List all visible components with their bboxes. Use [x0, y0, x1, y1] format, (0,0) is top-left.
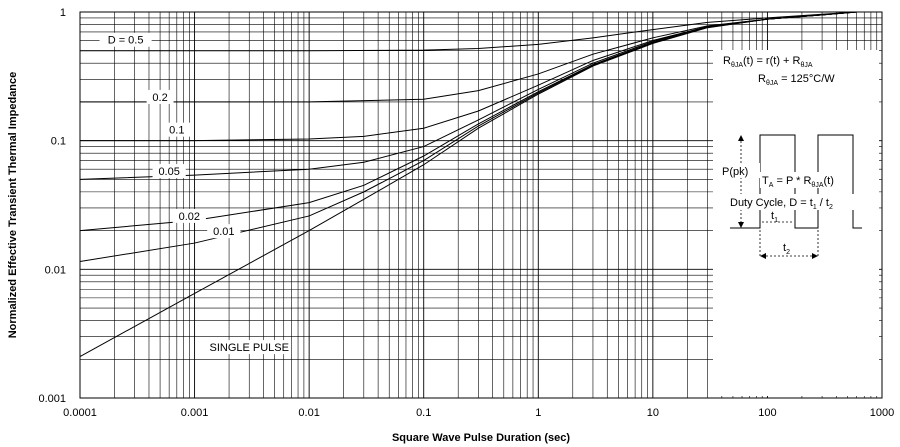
eq-rtheta-formula: RθJA(t) = r(t) + RθJA — [723, 55, 813, 69]
x-tick-label: 0.01 — [298, 407, 319, 419]
duty-label-bg — [728, 194, 860, 210]
y-tick-label: 1 — [60, 7, 66, 19]
x-tick-label: 100 — [758, 407, 776, 419]
ta-formula: TA = P * RθJA(t) — [762, 175, 834, 189]
ppk-label: P(pk) — [722, 166, 748, 178]
annotation-background — [713, 50, 879, 396]
curve-label: 0.02 — [179, 211, 200, 223]
t1-label: t1 — [771, 210, 778, 224]
eq-rtheta-value: RθJA = 125°C/W — [758, 73, 835, 87]
duty-cycle-formula: Duty Cycle, D = t1 / t2 — [730, 197, 833, 211]
curve-label-bg — [207, 224, 241, 239]
annotation-box: RθJA(t) = r(t) + RθJA RθJA = 125°C/W P(p… — [713, 50, 879, 396]
t2-label: t2 — [783, 242, 790, 256]
x-tick-label: 10 — [647, 407, 659, 419]
x-axis-title: Square Wave Pulse Duration (sec) — [392, 432, 570, 444]
ppk-arrow-head-top — [738, 135, 744, 141]
ta-label-bg — [760, 172, 850, 188]
curve-label: 0.05 — [158, 166, 179, 178]
curve-single-pulse — [79, 11, 857, 357]
curve-label: 0.01 — [213, 226, 234, 238]
curves — [79, 11, 857, 357]
curve-label-bg — [99, 32, 152, 47]
curve-label-bg — [172, 208, 206, 223]
t2-arrow-right — [812, 253, 818, 259]
x-tick-label: 0.001 — [181, 407, 209, 419]
ppk-arrow-head-bottom — [738, 222, 744, 228]
plot-frame — [79, 11, 883, 399]
x-tick-labels: 0.0001 0.001 0.01 0.1 1 10 100 1000 — [63, 407, 894, 419]
curve-label-bg — [207, 340, 292, 355]
curve-label-bg — [146, 89, 174, 104]
x-tick-label: 1000 — [870, 407, 894, 419]
ppk-label-bg — [720, 163, 760, 178]
curve-label: SINGLE PULSE — [209, 342, 288, 354]
y-tick-labels: 1 0.1 0.01 0.001 — [38, 7, 66, 405]
curve-label: 0.1 — [169, 125, 184, 137]
y-tick-label: 0.1 — [51, 136, 66, 148]
x-tick-label: 0.0001 — [63, 407, 97, 419]
y-axis-title: Normalized Effective Transient Thermal I… — [7, 72, 19, 339]
curve-label: 0.2 — [152, 92, 167, 104]
curve-labels: D = 0.5 0.2 0.1 0.05 0.02 0.01 SINGLE PULSE — [99, 32, 292, 355]
curve-label-bg — [163, 122, 191, 137]
t2-arrow-left — [760, 253, 766, 259]
curve-label-bg — [152, 164, 186, 179]
curve-d-0-5 — [80, 11, 857, 52]
curve-label: D = 0.5 — [108, 35, 144, 47]
y-tick-label: 0.01 — [45, 264, 66, 276]
x-tick-label: 1 — [535, 407, 541, 419]
x-tick-label: 0.1 — [416, 407, 431, 419]
y-tick-label: 0.001 — [38, 393, 66, 405]
